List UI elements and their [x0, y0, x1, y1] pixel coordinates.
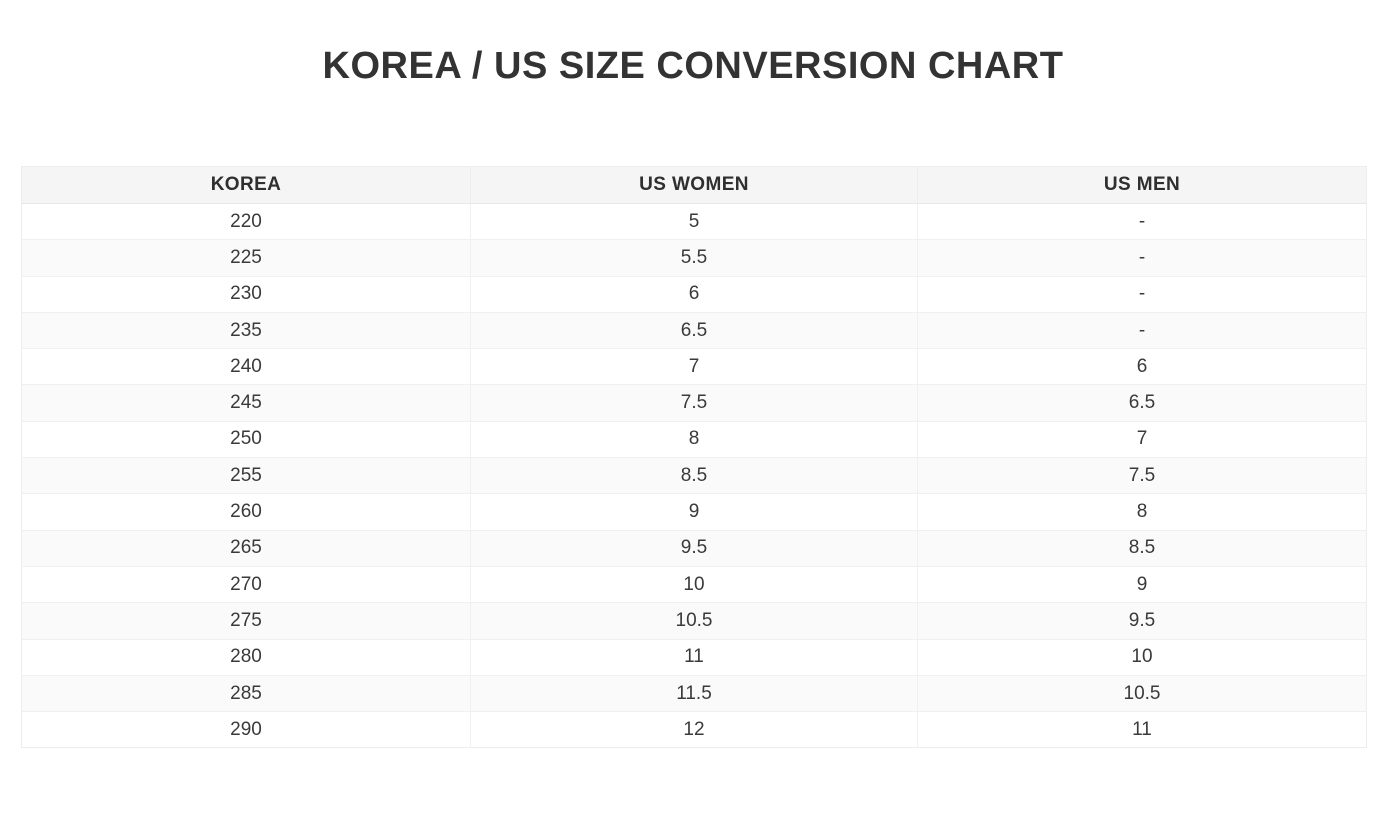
cell-us-women: 9.5 [470, 530, 918, 567]
cell-us-men: - [917, 276, 1367, 313]
cell-us-women: 10.5 [470, 602, 918, 640]
cell-korea: 255 [21, 457, 471, 495]
cell-us-women: 6.5 [470, 312, 918, 350]
table-row: 265 9.5 8.5 [21, 530, 1367, 567]
table-row: 235 6.5- [21, 312, 1367, 350]
cell-us-men: - [917, 239, 1367, 277]
page-title: KOREA / US SIZE CONVERSION CHART [322, 45, 1064, 88]
column-header-us-men: US MEN [917, 166, 1367, 204]
table-row: 230 6- [21, 276, 1367, 313]
cell-us-men: - [917, 312, 1367, 350]
cell-us-women: 9 [470, 493, 918, 531]
cell-korea: 220 [21, 203, 471, 241]
column-header-us-women: US WOMEN [470, 166, 918, 204]
table-row: 270 10 9 [21, 566, 1367, 604]
cell-us-men: 10 [917, 639, 1367, 676]
cell-us-men: 10.5 [917, 675, 1367, 713]
cell-korea: 290 [21, 711, 471, 748]
table-row: 240 7 6 [21, 348, 1367, 386]
table-row: 280 11 10 [21, 639, 1367, 676]
table-row: 245 7.5 6.5 [21, 384, 1367, 422]
table-header-row: KOREA US WOMEN US MEN [21, 166, 1367, 204]
table-row: 255 8.5 7.5 [21, 457, 1367, 495]
cell-us-men: 9.5 [917, 602, 1367, 640]
cell-us-women: 5 [470, 203, 918, 241]
cell-korea: 250 [21, 421, 471, 459]
cell-korea: 280 [21, 639, 471, 676]
column-header-korea: KOREA [21, 166, 471, 204]
table-body: 220 5-225 5.5-230 6-235 6.5-240 7 6 245 7.5 6.5 25… [21, 203, 1367, 748]
cell-us-men: 8 [917, 493, 1367, 531]
cell-korea: 285 [21, 675, 471, 713]
cell-us-women: 6 [470, 276, 918, 313]
cell-korea: 225 [21, 239, 471, 277]
cell-korea: 260 [21, 493, 471, 531]
cell-us-women: 11 [470, 639, 918, 676]
cell-korea: 240 [21, 348, 471, 386]
cell-us-women: 8 [470, 421, 918, 459]
table-row: 225 5.5- [21, 239, 1367, 277]
cell-us-women: 7.5 [470, 384, 918, 422]
cell-us-women: 5.5 [470, 239, 918, 277]
table-header: KOREA US WOMEN US MEN [21, 166, 1367, 204]
cell-us-men: 8.5 [917, 530, 1367, 567]
size-table-container: KOREA US WOMEN US MEN 220 5-225 5.5-230 6-2… [21, 166, 1367, 749]
cell-us-women: 11.5 [470, 675, 918, 713]
cell-us-men: - [917, 203, 1367, 241]
cell-us-women: 12 [470, 711, 918, 748]
table-row: 260 9 8 [21, 493, 1367, 531]
cell-us-men: 6.5 [917, 384, 1367, 422]
table-row: 275 10.5 9.5 [21, 602, 1367, 640]
table-row: 285 11.5 10.5 [21, 675, 1367, 713]
table-row: 250 8 7 [21, 421, 1367, 459]
table-row: 220 5- [21, 203, 1367, 241]
cell-us-men: 9 [917, 566, 1367, 604]
cell-us-men: 7.5 [917, 457, 1367, 495]
cell-korea: 245 [21, 384, 471, 422]
cell-korea: 230 [21, 276, 471, 313]
cell-us-women: 10 [470, 566, 918, 604]
cell-us-women: 7 [470, 348, 918, 386]
cell-us-men: 7 [917, 421, 1367, 459]
cell-us-women: 8.5 [470, 457, 918, 495]
cell-korea: 270 [21, 566, 471, 604]
table-row: 290 12 11 [21, 711, 1367, 748]
cell-us-men: 6 [917, 348, 1367, 386]
cell-korea: 265 [21, 530, 471, 567]
size-conversion-table: KOREA US WOMEN US MEN 220 5-225 5.5-230 6-2… [21, 166, 1367, 749]
cell-korea: 235 [21, 312, 471, 350]
cell-korea: 275 [21, 602, 471, 640]
cell-us-men: 11 [917, 711, 1367, 748]
